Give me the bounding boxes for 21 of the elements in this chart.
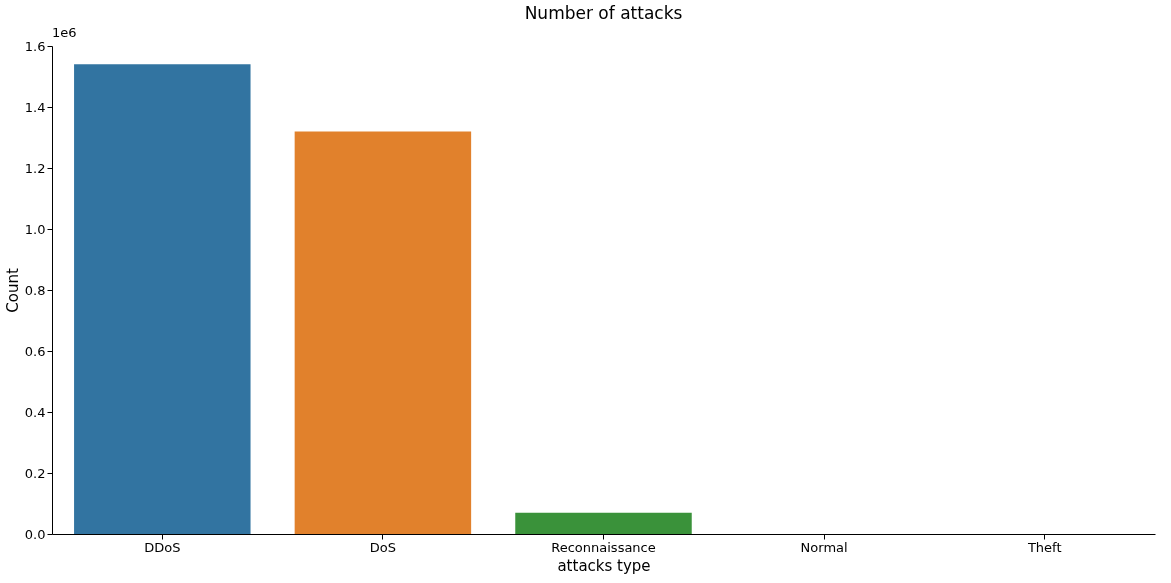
bar (294, 131, 472, 534)
y-tick-label: 1.2 (24, 160, 46, 176)
x-axis-title: attacks type (557, 556, 651, 575)
text: 1e6 (52, 25, 77, 40)
y-tick-label: 1.0 (24, 221, 46, 237)
x-tick-label: DDoS (144, 539, 181, 555)
y-tick-label: 0.2 (24, 465, 46, 481)
y-tick-label: 0.4 (24, 404, 46, 420)
chart-title: Number of attacks (524, 3, 683, 23)
bar (515, 512, 692, 534)
y-axis-title: Count (3, 268, 22, 313)
bar (74, 64, 251, 534)
x-tick-label: Reconnaissance (551, 539, 656, 555)
y-tick-label: 0.8 (24, 282, 46, 298)
y-tick-label: 1.4 (24, 99, 46, 115)
x-tick-label: Theft (1026, 539, 1062, 555)
y-tick-label: 1.6 (24, 38, 46, 54)
x-tick-label: DoS (369, 539, 397, 555)
x-tick-label: Normal (800, 539, 848, 555)
y-tick-label: 0.6 (24, 343, 46, 359)
y-tick-label: 0.0 (24, 526, 46, 542)
